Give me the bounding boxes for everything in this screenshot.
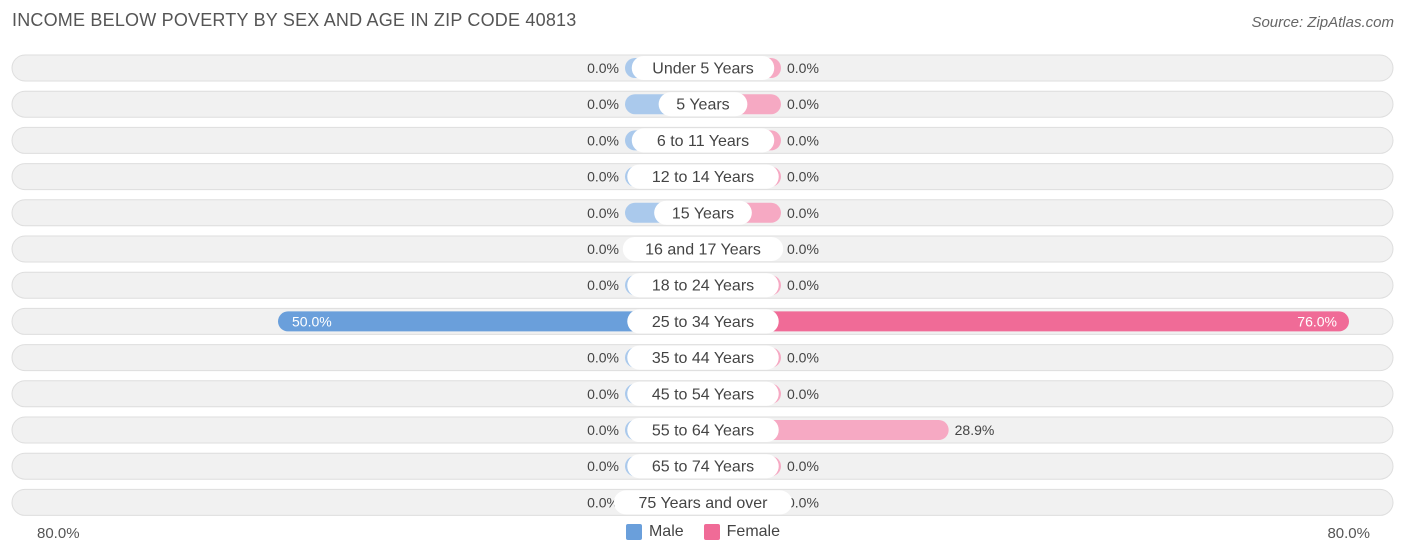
category-label: 25 to 34 Years	[652, 314, 754, 331]
category-label: 16 and 17 Years	[645, 242, 761, 259]
value-label-female: 0.0%	[787, 458, 819, 474]
category-label: 75 Years and over	[639, 495, 769, 512]
value-label-male: 0.0%	[587, 350, 619, 366]
category-label: 55 to 64 Years	[652, 423, 754, 440]
value-label-male: 50.0%	[292, 313, 332, 329]
chart-source: Source: ZipAtlas.com	[1251, 14, 1394, 31]
category-label: 18 to 24 Years	[652, 278, 754, 295]
bar-male	[278, 311, 703, 332]
category-pill	[627, 454, 779, 479]
category-pill	[631, 56, 775, 80]
category-label: 45 to 54 Years	[652, 386, 754, 403]
value-label-female: 0.0%	[787, 205, 819, 221]
chart-title: INCOME BELOW POVERTY BY SEX AND AGE IN Z…	[12, 10, 577, 30]
value-label-male: 0.0%	[587, 241, 619, 257]
category-pill	[658, 92, 748, 117]
legend: Male Female	[0, 523, 1406, 541]
category-label: 6 to 11 Years	[657, 133, 749, 150]
category-pill	[627, 381, 779, 406]
value-label-male: 0.0%	[587, 277, 619, 293]
value-label-female: 0.0%	[787, 132, 819, 148]
value-label-female: 0.0%	[787, 277, 819, 293]
value-label-female: 0.0%	[787, 241, 819, 257]
category-pill	[627, 418, 779, 442]
axis-label-right: 80.0%	[1327, 525, 1370, 542]
value-label-male: 0.0%	[587, 60, 619, 76]
value-label-male: 0.0%	[587, 494, 619, 510]
value-label-female: 0.0%	[787, 96, 819, 112]
value-label-female: 0.0%	[787, 60, 819, 76]
value-label-female: 28.9%	[955, 422, 995, 438]
legend-label-female: Female	[726, 523, 781, 540]
legend-label-male: Male	[648, 523, 684, 540]
category-pill	[622, 237, 784, 261]
legend-swatch-male	[625, 524, 642, 540]
bar-chart: 0.0% 0.0% Under 5 Years 0.0% 0.0% 5 Years 0.0%…	[11, 54, 1394, 516]
legend-item-male[interactable]: Male	[625, 523, 684, 541]
legend-item-female[interactable]: Female	[703, 523, 781, 541]
category-pill	[654, 200, 752, 225]
category-label: 5 Years	[676, 97, 729, 114]
value-label-female: 0.0%	[787, 169, 819, 185]
legend-swatch-female	[703, 524, 720, 540]
category-pill	[627, 273, 779, 298]
category-pill	[627, 309, 779, 334]
value-label-male: 0.0%	[587, 132, 619, 148]
value-label-male: 0.0%	[587, 386, 619, 402]
category-pill	[627, 164, 779, 189]
category-pill	[631, 128, 775, 153]
category-label: 12 to 14 Years	[652, 169, 754, 186]
value-label-female: 0.0%	[787, 494, 819, 510]
value-label-male: 0.0%	[587, 169, 619, 185]
value-label-female: 76.0%	[1297, 313, 1337, 329]
value-label-male: 0.0%	[587, 205, 619, 221]
category-label: 65 to 74 Years	[652, 459, 754, 476]
value-label-female: 0.0%	[787, 386, 819, 402]
category-pill	[613, 490, 793, 515]
value-label-female: 0.0%	[787, 350, 819, 366]
bar-female	[703, 311, 1349, 332]
category-label: 15 Years	[672, 205, 734, 222]
category-pill	[627, 345, 779, 370]
value-label-male: 0.0%	[587, 96, 619, 112]
value-label-male: 0.0%	[587, 458, 619, 474]
value-label-male: 0.0%	[587, 422, 619, 438]
axis-label-left: 80.0%	[37, 525, 80, 542]
category-label: 35 to 44 Years	[652, 350, 754, 367]
category-label: Under 5 Years	[652, 61, 753, 78]
